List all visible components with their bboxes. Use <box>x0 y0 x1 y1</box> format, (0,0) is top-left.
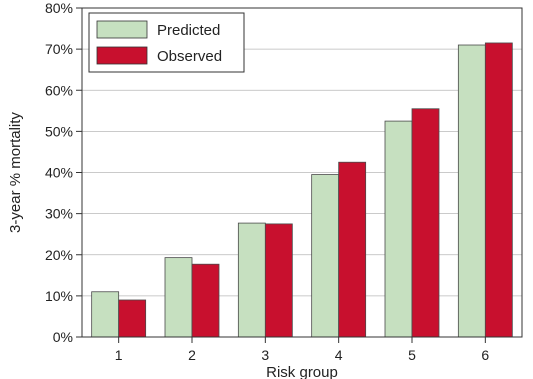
bar-observed-2 <box>191 263 220 338</box>
y-tick-label: 10% <box>45 288 73 304</box>
bar-observed-4 <box>338 161 367 338</box>
bar-predicted-1 <box>91 291 120 338</box>
bar-observed-1 <box>118 299 147 338</box>
y-tick-label: 70% <box>45 41 73 57</box>
y-tick-label: 40% <box>45 165 73 181</box>
x-axis-label: Risk group <box>266 364 338 379</box>
plot-frame <box>81 7 523 338</box>
x-tick-label: 4 <box>335 347 343 363</box>
x-axis-ticks: 1 2 3 4 5 6 <box>115 337 489 363</box>
y-tick-label: 50% <box>45 123 73 139</box>
y-axis-ticks: 0% 10% 20% 30% 40% 50% 60% 70% 80% <box>45 0 82 345</box>
bar-observed-6 <box>484 42 513 338</box>
bar-observed-3 <box>264 223 293 338</box>
x-tick-label: 5 <box>408 347 416 363</box>
y-axis-label: 3-year % mortality <box>7 112 24 233</box>
legend-label-predicted: Predicted <box>157 22 220 39</box>
y-tick-label: 0% <box>53 329 73 345</box>
y-tick-label: 20% <box>45 247 73 263</box>
x-tick-label: 3 <box>261 347 269 363</box>
x-tick-label: 1 <box>115 347 123 363</box>
legend-swatch-predicted <box>96 20 148 39</box>
bar-predicted-3 <box>237 222 266 338</box>
gridlines <box>82 48 522 297</box>
bar-predicted-5 <box>384 120 413 338</box>
legend: Predicted Observed <box>88 12 245 73</box>
bar-predicted-2 <box>164 257 193 338</box>
x-tick-label: 6 <box>481 347 489 363</box>
bar-predicted-4 <box>311 174 340 338</box>
legend-label-observed: Observed <box>157 48 222 65</box>
bar-observed-5 <box>411 108 440 338</box>
bar-predicted-6 <box>457 44 486 338</box>
y-tick-label: 80% <box>45 0 73 16</box>
y-tick-label: 60% <box>45 82 73 98</box>
bars <box>91 42 513 338</box>
x-tick-label: 2 <box>188 347 196 363</box>
legend-swatch-observed <box>96 46 148 65</box>
y-tick-label: 30% <box>45 206 73 222</box>
